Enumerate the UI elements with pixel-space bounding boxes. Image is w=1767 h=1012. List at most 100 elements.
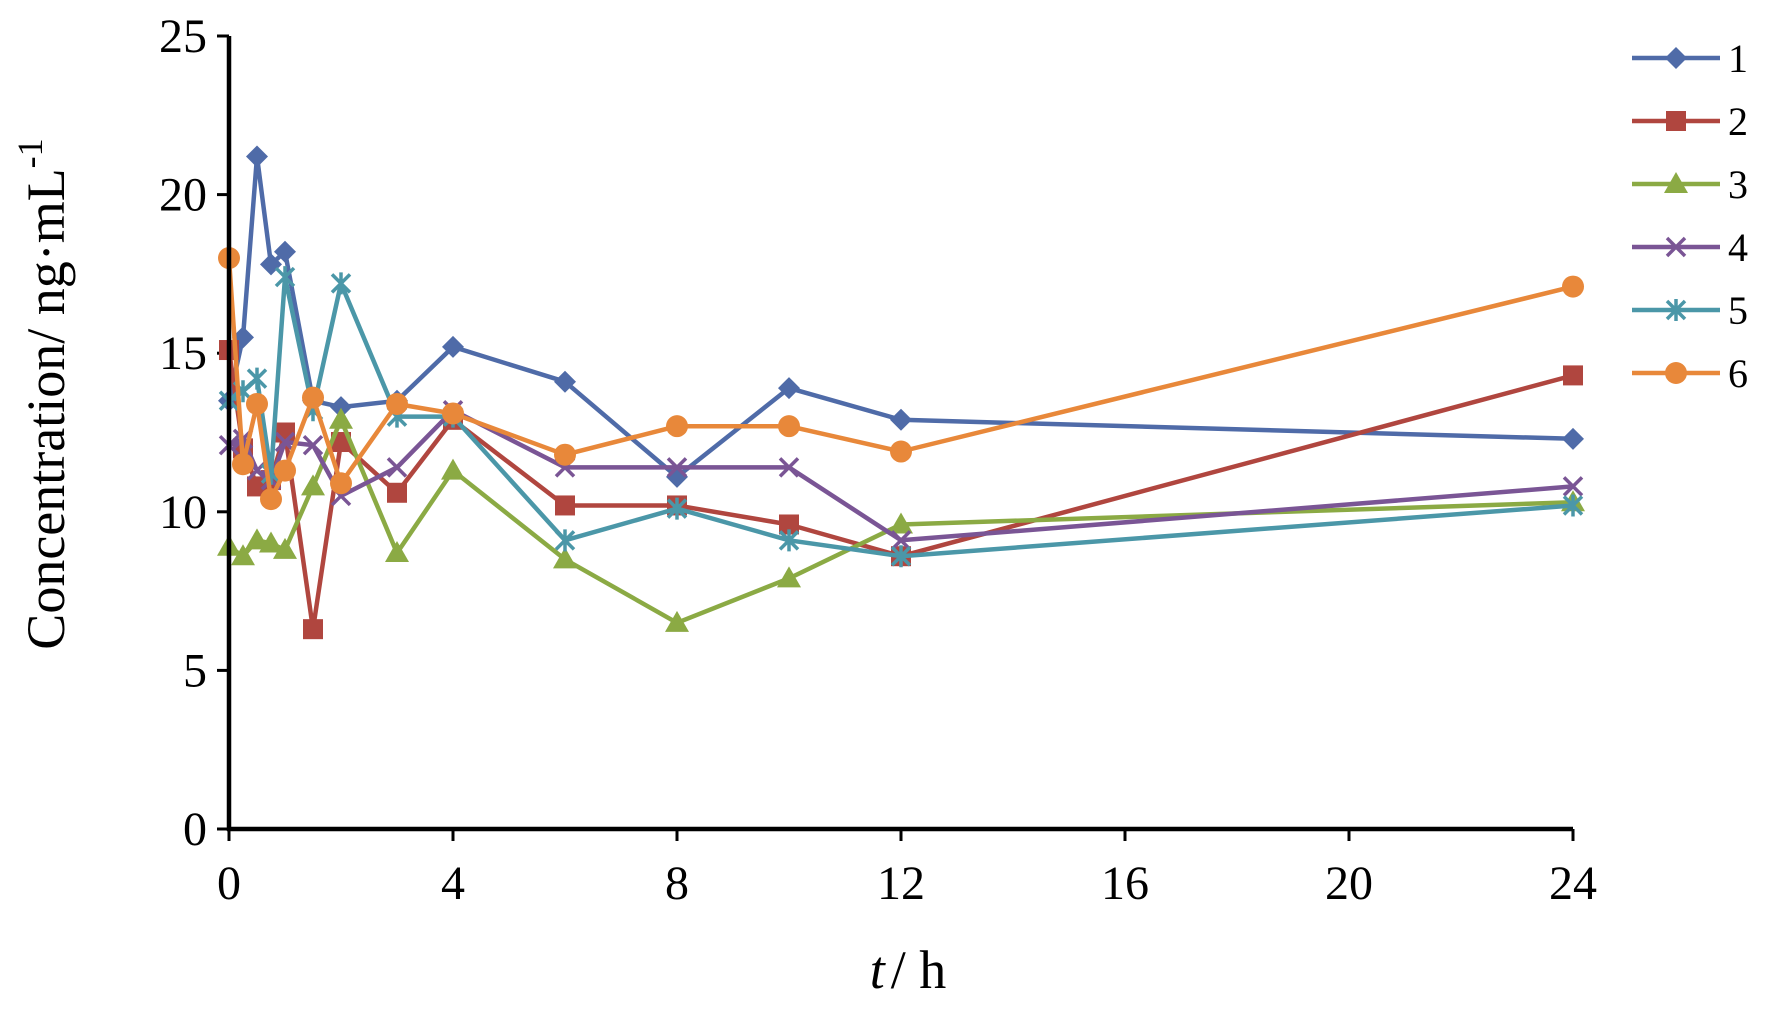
series-6-point	[1562, 275, 1584, 298]
x-tick-label: 0	[217, 857, 241, 910]
series-4-point	[386, 457, 408, 478]
series-3-point	[777, 566, 801, 588]
series-2-point	[275, 422, 295, 443]
series-1-point	[1562, 427, 1584, 450]
series-4-point	[302, 434, 324, 456]
series-1-point	[554, 370, 576, 393]
series-3-point	[301, 474, 325, 496]
series-1	[218, 145, 1584, 488]
axes	[226, 36, 1573, 832]
series-5-point	[330, 272, 352, 295]
series-4-point	[778, 457, 800, 478]
series-layer	[217, 145, 1585, 640]
series-2-point	[779, 514, 799, 535]
y-tick-label: 5	[183, 644, 207, 697]
series-2-point	[387, 482, 407, 503]
x-tick-label: 4	[441, 857, 465, 910]
series-1-point	[442, 335, 464, 358]
series-6	[218, 247, 1584, 511]
legend-item-6: 6	[1632, 351, 1748, 396]
legend-item-5: 5	[1632, 288, 1748, 333]
series-3-point	[385, 541, 409, 563]
series-3-point	[231, 544, 255, 566]
y-tick-label: 20	[159, 169, 207, 222]
series-5-point	[1562, 494, 1584, 517]
series-1-line	[226, 154, 1574, 480]
legend-swatch-marker	[1664, 172, 1688, 193]
legend-label: 1	[1728, 36, 1748, 81]
series-4-point	[890, 530, 912, 551]
series-3-point	[889, 512, 913, 534]
series-6-point	[666, 415, 688, 438]
series-3-point	[441, 458, 465, 480]
series-5-point	[778, 529, 800, 552]
x-axis-title: t / h	[870, 940, 947, 1000]
legend: 1 2 3 4 5 6	[1632, 36, 1748, 396]
series-6-point	[260, 488, 282, 511]
legend-swatch-marker	[1665, 362, 1687, 384]
y-axis-ticks: 0 5 10 15 20 25	[159, 10, 229, 856]
y-tick-label: 25	[159, 10, 207, 63]
series-1-point	[330, 396, 352, 419]
series-6-point	[386, 392, 408, 415]
x-tick-label: 16	[1101, 857, 1149, 910]
x-tick-label: 24	[1549, 857, 1597, 910]
y-axis-title: Concentration/ ng·mL-1	[10, 138, 76, 649]
legend-item-2: 2	[1632, 99, 1748, 144]
x-tick-label: 8	[665, 857, 689, 910]
series-4-point	[666, 457, 688, 478]
series-3-point	[273, 537, 297, 559]
legend-label: 5	[1728, 288, 1748, 333]
legend-item-3: 3	[1632, 162, 1748, 207]
series-5-point	[554, 529, 576, 552]
x-tick-label: 12	[877, 857, 925, 910]
series-4-point	[274, 431, 296, 453]
legend-item-4: 4	[1632, 225, 1748, 270]
series-1-point	[246, 145, 268, 168]
series-3-point	[665, 610, 689, 632]
series-6-point	[778, 415, 800, 438]
series-3-point	[329, 407, 353, 429]
series-1-point	[778, 377, 800, 400]
series-6-point	[330, 472, 352, 495]
legend-label: 3	[1728, 162, 1748, 207]
legend-swatch-marker	[1665, 299, 1687, 321]
series-6-point	[274, 459, 296, 482]
legend-item-1: 1	[1632, 36, 1748, 81]
y-tick-label: 0	[183, 803, 207, 856]
series-6-line	[226, 257, 1574, 502]
series-2-point	[555, 495, 575, 516]
series-6-point	[442, 402, 464, 425]
y-tick-label: 10	[159, 486, 207, 539]
x-tick-label: 20	[1325, 857, 1373, 910]
legend-label: 6	[1728, 351, 1748, 396]
series-6-point	[246, 392, 268, 415]
series-2-point	[303, 619, 323, 640]
x-axis-ticks: 0 4 8 12 16 20 24	[217, 829, 1597, 910]
series-4-point	[1562, 476, 1584, 497]
series-5-point	[666, 497, 688, 520]
y-tick-label: 15	[159, 327, 207, 380]
series-5-point	[890, 545, 912, 568]
legend-swatch-marker	[1665, 47, 1687, 69]
series-2	[219, 340, 1583, 640]
series-3-point	[259, 531, 283, 553]
series-5-point	[246, 367, 268, 390]
legend-label: 2	[1728, 99, 1748, 144]
series-1-point	[890, 408, 912, 431]
legend-swatch-marker	[1666, 111, 1686, 131]
legend-label: 4	[1728, 225, 1748, 270]
series-5-point	[274, 266, 296, 289]
series-2-line	[226, 349, 1574, 632]
series-3-point	[245, 528, 269, 550]
series-1-point	[274, 240, 296, 263]
series-3-point	[553, 547, 577, 569]
legend-swatch-marker	[1665, 236, 1687, 258]
series-6-point	[554, 443, 576, 466]
series-6-point	[232, 453, 254, 476]
series-6-point	[302, 386, 324, 409]
series-6-point	[890, 440, 912, 463]
series-2-point	[1563, 365, 1583, 386]
